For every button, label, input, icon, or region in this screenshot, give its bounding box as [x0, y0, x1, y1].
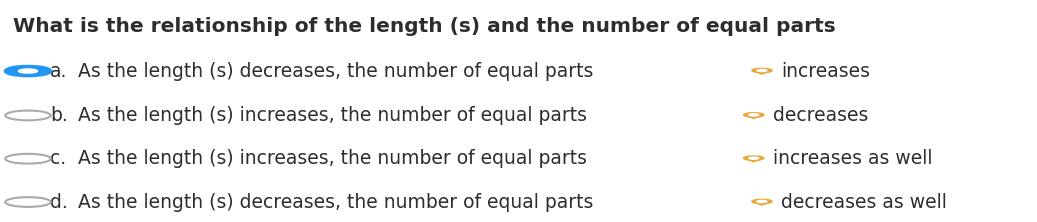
Circle shape: [752, 199, 773, 204]
Circle shape: [757, 200, 767, 202]
Circle shape: [749, 114, 759, 116]
Text: increases: increases: [782, 61, 870, 81]
Text: As the length (s) increases, the number of equal parts: As the length (s) increases, the number …: [78, 106, 587, 125]
Text: As the length (s) decreases, the number of equal parts: As the length (s) decreases, the number …: [78, 192, 593, 212]
Circle shape: [19, 69, 37, 73]
Polygon shape: [745, 159, 763, 162]
Text: As the length (s) increases, the number of equal parts: As the length (s) increases, the number …: [78, 149, 587, 168]
Text: d.: d.: [50, 192, 67, 212]
Text: What is the relationship of the length (s) and the number of equal parts: What is the relationship of the length (…: [13, 17, 836, 36]
Text: decreases: decreases: [774, 106, 869, 125]
Circle shape: [5, 154, 51, 164]
Circle shape: [752, 68, 773, 73]
Circle shape: [757, 69, 767, 71]
Polygon shape: [745, 115, 763, 119]
Circle shape: [5, 197, 51, 207]
Text: b.: b.: [50, 106, 67, 125]
Text: increases as well: increases as well: [774, 149, 932, 168]
Text: decreases as well: decreases as well: [782, 192, 947, 212]
Circle shape: [744, 113, 764, 117]
Polygon shape: [753, 202, 772, 205]
Text: c.: c.: [50, 149, 66, 168]
Circle shape: [744, 156, 764, 160]
Circle shape: [5, 111, 51, 120]
Text: a.: a.: [50, 61, 67, 81]
Text: As the length (s) decreases, the number of equal parts: As the length (s) decreases, the number …: [78, 61, 593, 81]
Circle shape: [749, 157, 759, 159]
Polygon shape: [753, 71, 772, 74]
Circle shape: [5, 66, 51, 76]
